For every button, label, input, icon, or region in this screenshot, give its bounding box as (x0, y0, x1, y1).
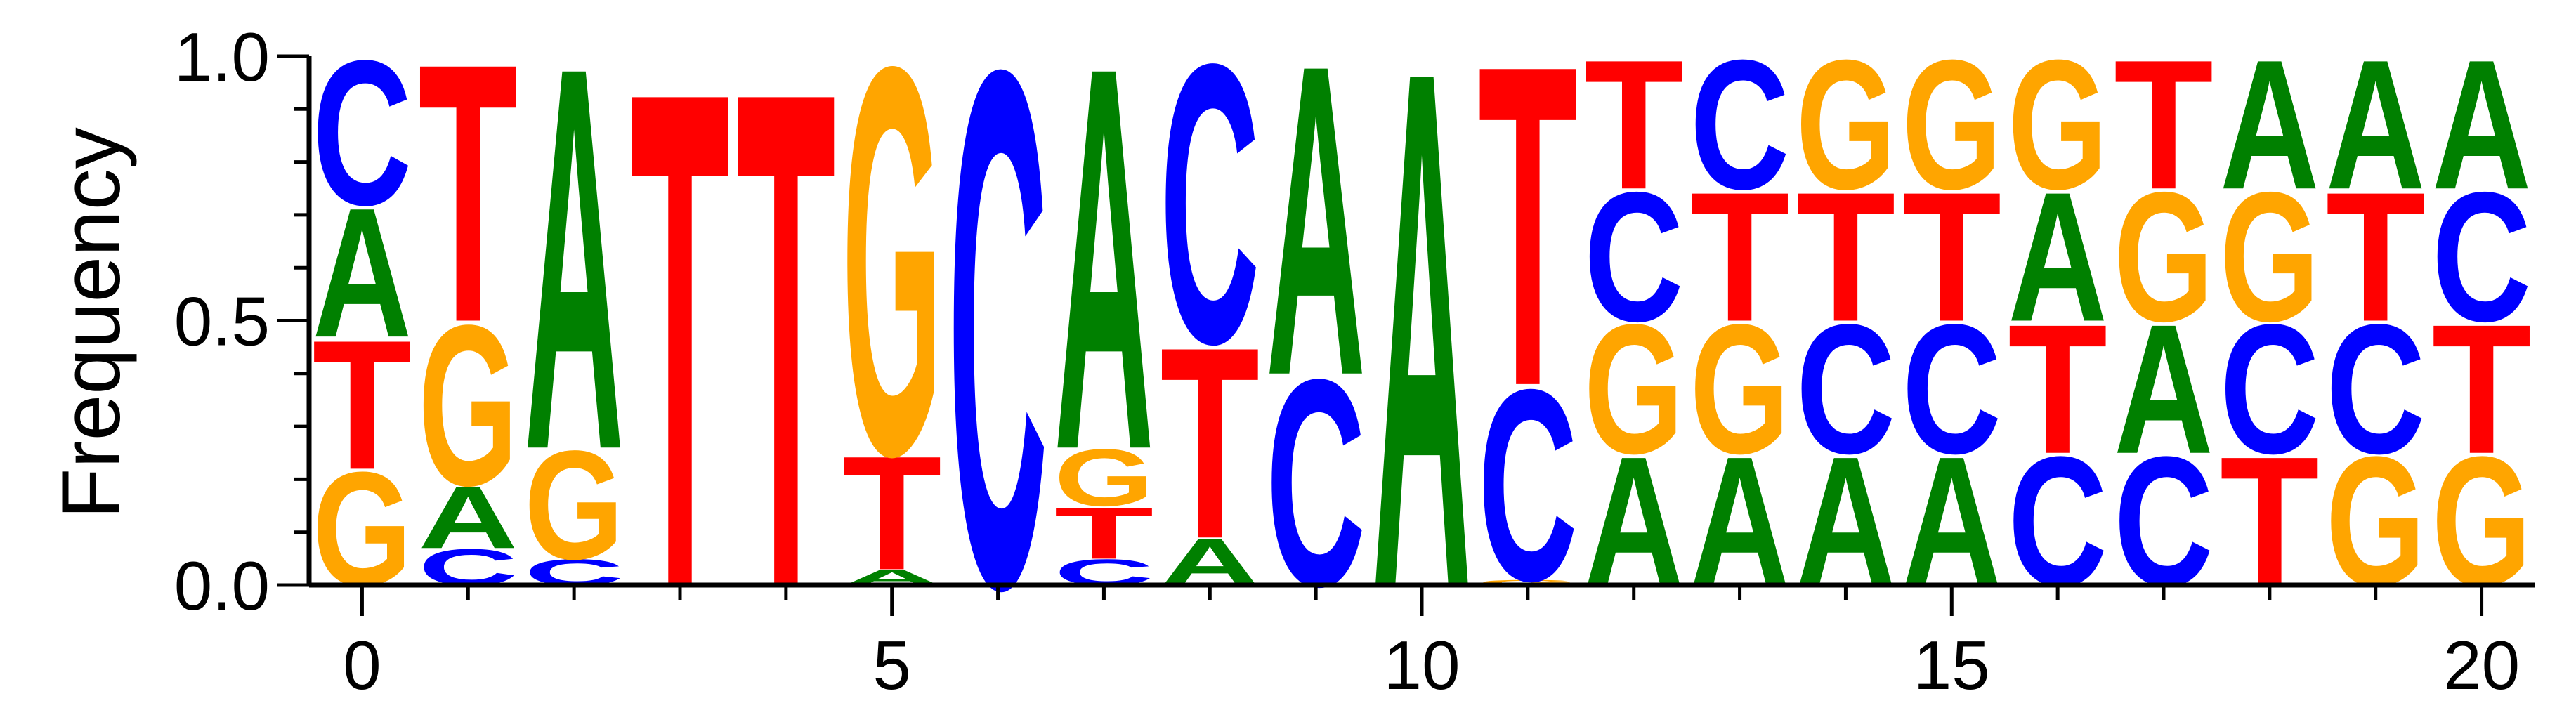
logo-column-11: GCT (1478, 0, 1578, 638)
logo-letter-G: G (842, 0, 942, 571)
logo-letter-A: A (1266, 0, 1366, 468)
logo-letter-A: A (313, 170, 412, 376)
logo-letter-T: T (1796, 153, 1896, 360)
logo-letter-A: A (2008, 155, 2107, 360)
logo-letter-G: G (524, 419, 624, 591)
y-tick-label: 0.5 (174, 283, 270, 360)
logo-column-6: C (948, 0, 1048, 722)
logo-letter-A: A (524, 0, 624, 564)
logo-letter-A: A (2326, 22, 2426, 228)
logo-letter-C: C (1902, 287, 2001, 492)
logo-letter-T: T (1478, 0, 1578, 481)
logo-letter-T: T (736, 0, 836, 722)
logo-letter-G: G (1478, 579, 1578, 587)
logo-letter-T: T (1160, 290, 1260, 596)
logo-letter-C: C (948, 0, 1048, 722)
logo-column-5: ATG (842, 0, 942, 604)
y-axis-title: Frequency (45, 127, 138, 519)
x-tick-label: 0 (343, 626, 381, 704)
y-tick-label: 1.0 (174, 18, 270, 96)
logo-letter-T: T (2008, 285, 2107, 492)
logo-column-3: T (630, 0, 730, 722)
logo-letter-A: A (2220, 22, 2320, 228)
logo-letter-T: T (1690, 153, 1790, 360)
logo-letter-T: T (2326, 153, 2426, 360)
logo-letter-T: T (1902, 153, 2001, 360)
axes: 0.0 0.5 1.0 0 5 10 15 20 (174, 18, 2535, 704)
logo-letter-A: A (418, 468, 518, 567)
logo-letter-G: G (1796, 21, 1896, 228)
logo-column-8: ATC (1160, 0, 1260, 599)
logo-letter-T: T (2114, 21, 2214, 228)
logo-letter-T: T (418, 0, 518, 400)
logo-letter-A: A (2114, 287, 2214, 492)
logo-column-9: CA (1266, 0, 1366, 648)
logo-letter-C: C (2432, 155, 2532, 360)
logo-letter-G: G (2114, 153, 2214, 360)
logo-letter-G: G (1584, 286, 1684, 492)
logo-letter-T: T (1584, 21, 1684, 228)
logo-letter-T: T (630, 0, 730, 722)
y-tick-label: 0.0 (174, 547, 270, 624)
logo-letter-G: G (1902, 21, 2001, 228)
logo-letter-G: G (1690, 286, 1790, 492)
logo-letter-C: C (1160, 0, 1260, 427)
logo-letter-G: G (2220, 153, 2320, 360)
logo-letter-A: A (2432, 22, 2532, 228)
logo-letter-A: A (1054, 0, 1154, 564)
logo-letter-G: G (418, 277, 518, 533)
x-tick-label: 5 (872, 626, 911, 704)
logo-letter-T: T (313, 301, 412, 508)
logo-letter-C: C (1690, 22, 1790, 228)
logo-letter-T: T (1054, 492, 1154, 575)
logo-letter-C: C (313, 18, 412, 249)
logo-letter-C: C (2220, 287, 2320, 492)
logo-letter-C: C (1796, 287, 1896, 492)
x-tick-label: 20 (2443, 626, 2520, 704)
logo-letter-G: G (1054, 433, 1154, 523)
logo-letter-T: T (2432, 285, 2532, 492)
logo-column-2: CGA (524, 0, 624, 593)
logo-letter-T: T (842, 423, 942, 605)
logo-letter-C: C (2326, 287, 2426, 492)
logo-column-4: T (736, 0, 836, 722)
x-tick-label: 15 (1914, 626, 1990, 704)
logo-letter-G: G (2008, 21, 2107, 228)
x-tick-label: 10 (1383, 626, 1460, 704)
logo-letter-C: C (1584, 155, 1684, 360)
